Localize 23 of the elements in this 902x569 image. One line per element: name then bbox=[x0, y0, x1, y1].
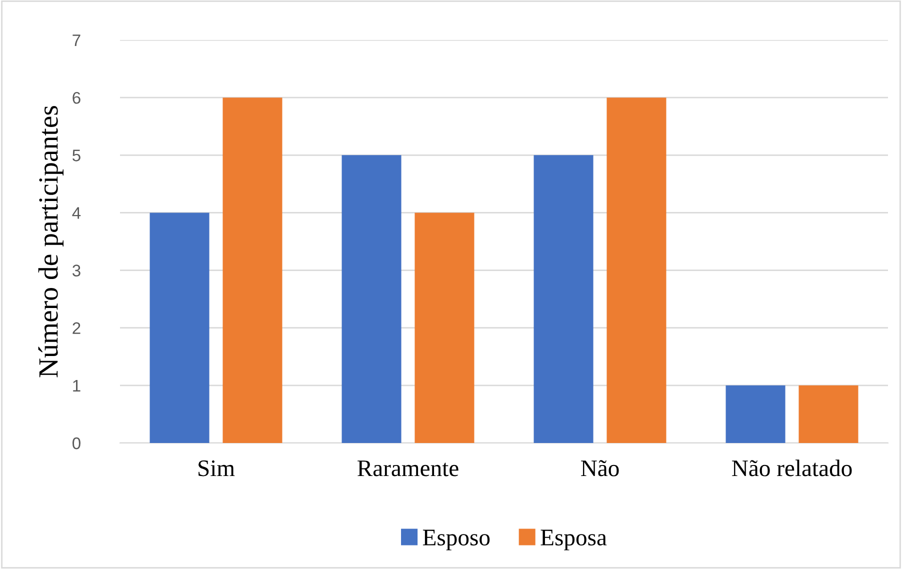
legend-label: Esposa bbox=[540, 530, 607, 550]
y-tick-label: 7 bbox=[72, 34, 80, 46]
y-axis-title: Número de participantes bbox=[38, 106, 64, 378]
y-tick-label: 1 bbox=[73, 380, 80, 392]
bar bbox=[798, 385, 858, 443]
bar bbox=[726, 385, 786, 443]
bar bbox=[414, 212, 474, 443]
y-tick-label: 6 bbox=[72, 92, 80, 104]
legend-label: Esposo bbox=[422, 530, 490, 550]
y-tick-label: 3 bbox=[72, 264, 80, 276]
x-tick-label: Não relatado bbox=[732, 460, 852, 476]
y-tick-label: 5 bbox=[72, 150, 80, 162]
y-tick-label: 4 bbox=[72, 207, 81, 219]
x-tick-label: Raramente bbox=[358, 460, 458, 476]
y-tick-label: 0 bbox=[72, 437, 80, 450]
bar bbox=[606, 98, 666, 443]
y-tick-label: 2 bbox=[72, 322, 80, 334]
x-tick-label: Sim bbox=[198, 460, 235, 476]
bar bbox=[222, 98, 282, 443]
x-tick-label: Não bbox=[581, 460, 619, 476]
bar bbox=[342, 155, 402, 443]
bar bbox=[534, 155, 594, 443]
bar bbox=[150, 212, 210, 443]
